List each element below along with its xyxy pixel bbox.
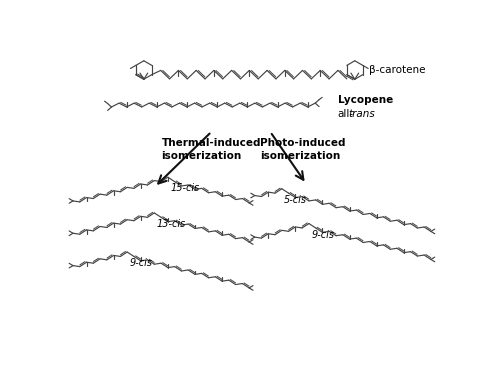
Text: 5-cis: 5-cis: [284, 195, 307, 205]
Text: Photo-induced
isomerization: Photo-induced isomerization: [260, 138, 346, 161]
Text: 15-cis: 15-cis: [170, 183, 200, 194]
Text: β-carotene: β-carotene: [368, 65, 425, 75]
Text: Lycopene: Lycopene: [338, 95, 393, 105]
Text: all-: all-: [338, 109, 354, 119]
Text: Thermal-induced
isomerization: Thermal-induced isomerization: [162, 138, 261, 161]
Text: 9-cis: 9-cis: [130, 258, 152, 268]
Text: trans: trans: [348, 109, 376, 119]
Text: 13-cis: 13-cis: [156, 219, 186, 229]
Text: 9-cis: 9-cis: [311, 230, 334, 240]
